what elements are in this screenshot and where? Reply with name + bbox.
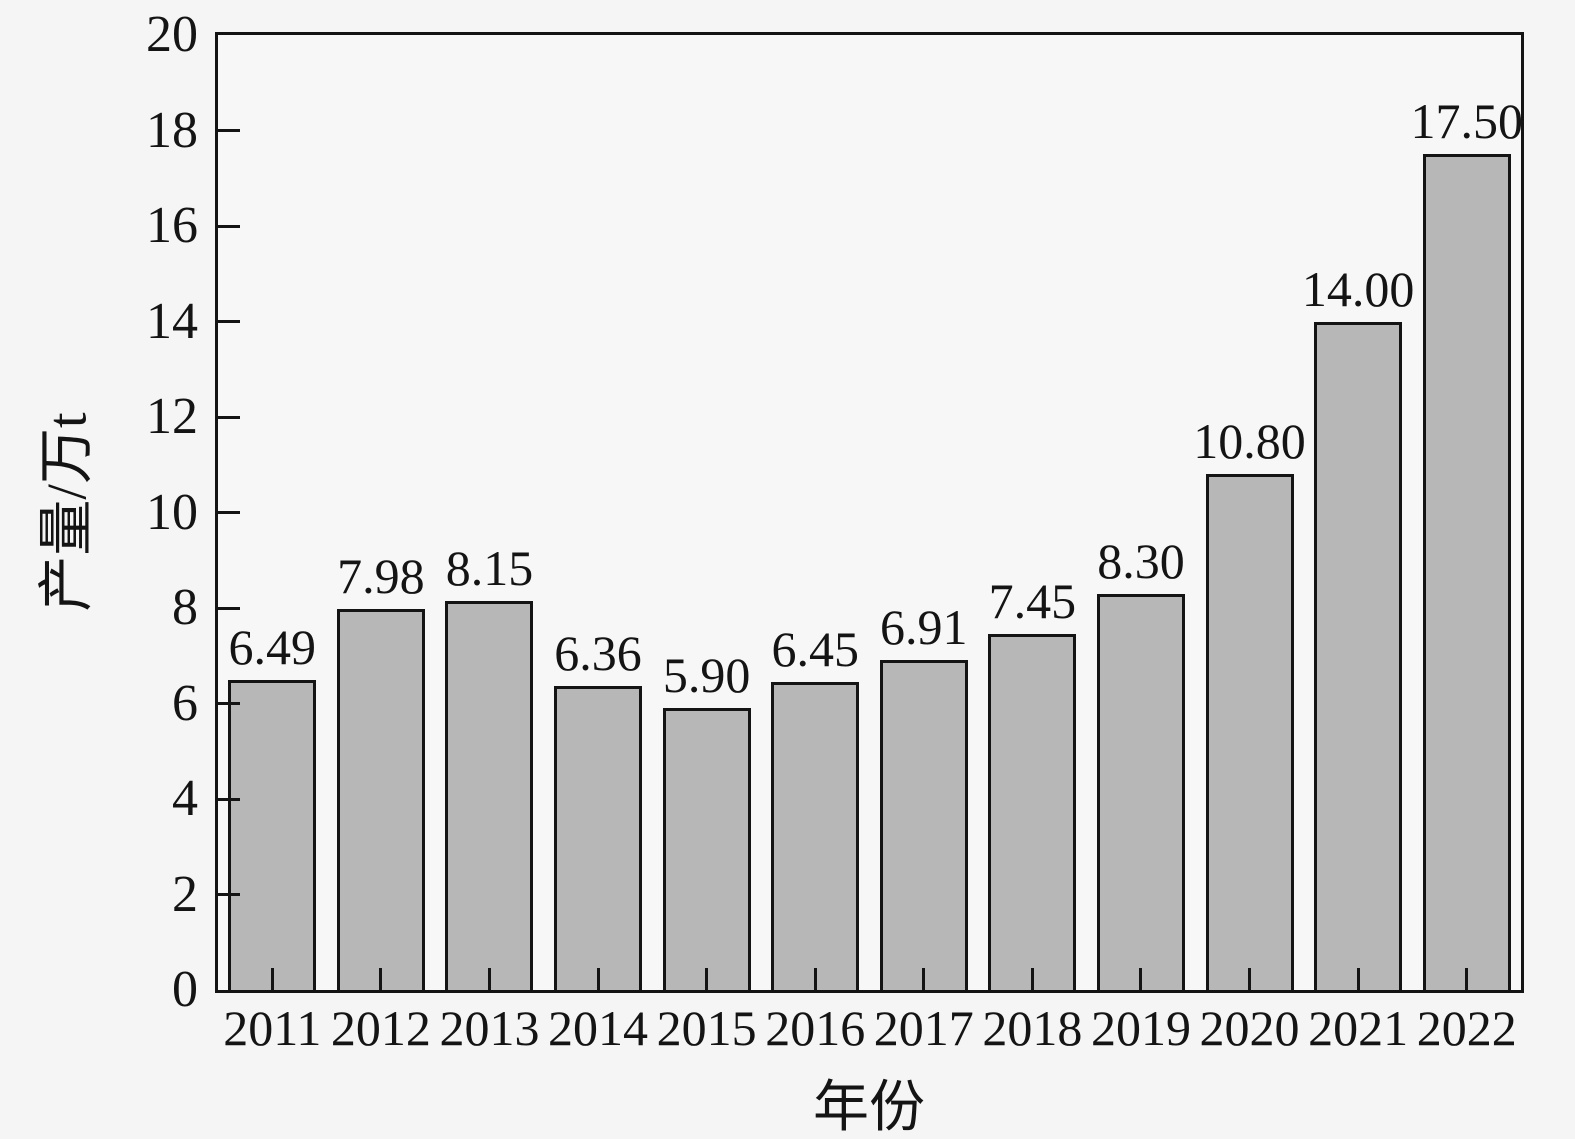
bar-value-label: 5.90 [662, 647, 751, 704]
plot-area: 6.49 7.98 8.15 6.36 5.90 6.45 6.91 7.45 8.30 10.8… [215, 32, 1524, 993]
x-tick-label-2014: 2014 [548, 1000, 649, 1056]
x-tick-label-2011: 2011 [223, 1000, 322, 1056]
x-axis-tick [596, 968, 600, 990]
bar-2011 [228, 680, 317, 990]
y-tick-label-16: 16 [146, 197, 198, 254]
x-tick-label-2012: 2012 [330, 1000, 431, 1056]
y-axis-tick [218, 893, 240, 896]
bar-2021 [1314, 321, 1403, 990]
x-tick-label-2016: 2016 [765, 1000, 866, 1056]
x-axis-tick [487, 968, 491, 990]
x-tick-label-2022: 2022 [1416, 1000, 1517, 1056]
x-axis-tick [705, 968, 709, 990]
x-tick-label-2021: 2021 [1308, 1000, 1409, 1056]
bar-2016 [771, 682, 860, 990]
x-axis-tick [813, 968, 817, 990]
y-axis-tick [218, 702, 240, 705]
x-axis-tick [270, 968, 274, 990]
bar-2019 [1096, 593, 1185, 990]
x-axis-tick [1356, 968, 1360, 990]
x-tick-label-2013: 2013 [439, 1000, 540, 1056]
x-tick-label-2019: 2019 [1090, 1000, 1191, 1056]
bar-value-label: 7.98 [337, 547, 425, 604]
bar-value-label: 8.30 [1097, 532, 1185, 589]
x-tick-label-2018: 2018 [982, 1000, 1083, 1056]
bar-value-label: 6.45 [771, 621, 859, 678]
bar-value-label: 7.45 [988, 573, 1077, 630]
y-axis-tick [218, 415, 240, 419]
bar-2018 [988, 634, 1077, 990]
y-tick-label-14: 14 [146, 292, 198, 350]
bar-2012 [336, 608, 425, 990]
y-tick-label-4: 4 [172, 770, 198, 827]
bar-2022 [1422, 154, 1511, 990]
x-axis-title: 年份 [813, 1077, 925, 1139]
y-tick-label-0: 0 [172, 961, 198, 1018]
y-axis-tick [218, 129, 240, 132]
bar-value-label: 6.49 [228, 619, 317, 676]
bar-2013 [445, 600, 534, 990]
bar-value-label: 14.00 [1301, 260, 1415, 317]
y-tick-label-10: 10 [146, 483, 198, 541]
y-tick-label-18: 18 [146, 101, 198, 159]
y-tick-label-8: 8 [172, 579, 198, 636]
y-axis-tick [218, 511, 240, 514]
y-tick-label-2: 2 [172, 865, 198, 923]
y-tick-label-20: 20 [146, 6, 198, 63]
x-axis-tick [1139, 968, 1143, 990]
bar-2015 [662, 708, 751, 990]
bar-2020 [1205, 474, 1294, 990]
y-axis-tick [218, 224, 240, 228]
y-axis-tick [218, 606, 240, 610]
y-tick-label-6: 6 [172, 674, 198, 732]
y-tick-label-12: 12 [146, 388, 198, 445]
x-tick-label-2020: 2020 [1199, 1000, 1300, 1056]
x-axis-tick [922, 968, 926, 990]
bar-value-label: 6.91 [880, 599, 968, 656]
bar-2017 [879, 660, 968, 990]
x-tick-label-2015: 2015 [656, 1000, 757, 1056]
bar-value-label: 8.15 [445, 539, 534, 596]
bar-value-label: 10.80 [1193, 413, 1306, 470]
y-axis-tick [218, 320, 240, 323]
bar-value-label: 17.50 [1410, 93, 1523, 150]
x-axis-tick [1248, 968, 1252, 990]
x-axis-tick [379, 968, 383, 990]
x-axis-tick [1465, 968, 1469, 990]
bar-value-label: 6.36 [554, 625, 642, 682]
y-axis-tick [218, 797, 240, 801]
bar-2014 [554, 686, 643, 990]
x-tick-label-2017: 2017 [873, 1000, 974, 1056]
x-axis-tick [1030, 968, 1034, 990]
